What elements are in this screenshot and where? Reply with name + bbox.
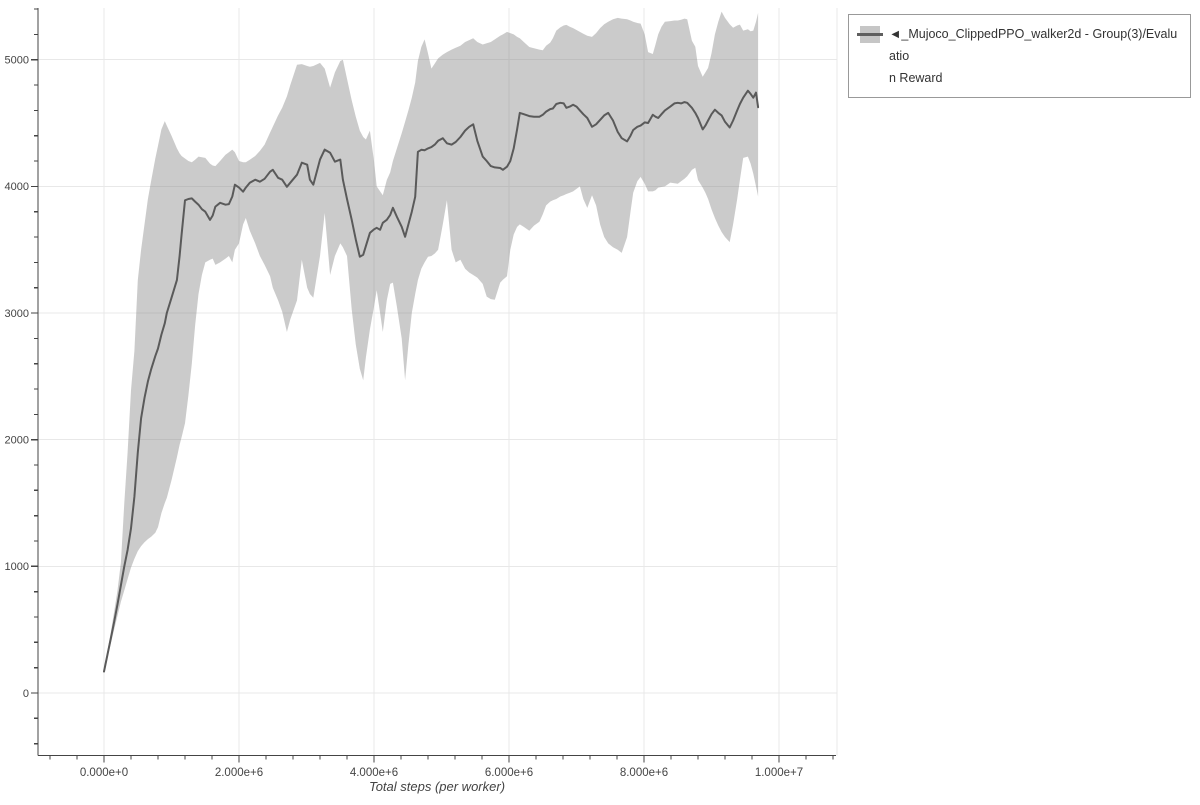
y-tick-label: 1000 [5, 561, 29, 573]
y-tick-label: 0 [23, 688, 29, 700]
x-axis-title: Total steps (per worker) [369, 779, 505, 794]
mean-line [103, 89, 760, 673]
axes [37, 8, 836, 757]
axis-title: Total steps (per worker) [369, 779, 505, 794]
legend-label: ◄_Mujoco_ClippedPPO_walker2d - Group(3)/… [889, 23, 1182, 89]
x-tick-label: 4.000e+6 [350, 767, 398, 779]
legend-item[interactable]: ◄_Mujoco_ClippedPPO_walker2d - Group(3)/… [857, 23, 1182, 89]
y-tick-label: 4000 [5, 181, 29, 193]
confidence-band [104, 11, 759, 673]
x-tick-label: 6.000e+6 [485, 767, 533, 779]
y-tick-label: 5000 [5, 55, 29, 67]
y-tick-label: 2000 [5, 435, 29, 447]
x-tick-label: 8.000e+6 [620, 767, 668, 779]
x-tick-label: 1.000e+7 [755, 767, 803, 779]
tick-labels: 0.000e+0 2.000e+6 4.000e+6 6.000e+6 8.000e+6… [5, 55, 804, 780]
legend: ◄_Mujoco_ClippedPPO_walker2d - Group(3)/… [848, 14, 1191, 98]
tick-marks [31, 8, 834, 763]
legend-label-line1: ◄_Mujoco_ClippedPPO_walker2d - Group(3)/… [889, 27, 1178, 63]
y-tick-label: 3000 [5, 308, 29, 320]
legend-label-line2: n Reward [889, 71, 943, 85]
x-tick-label: 0.000e+0 [80, 767, 128, 779]
x-tick-label: 2.000e+6 [215, 767, 263, 779]
gridlines [38, 8, 838, 756]
legend-swatch-icon [857, 26, 883, 43]
